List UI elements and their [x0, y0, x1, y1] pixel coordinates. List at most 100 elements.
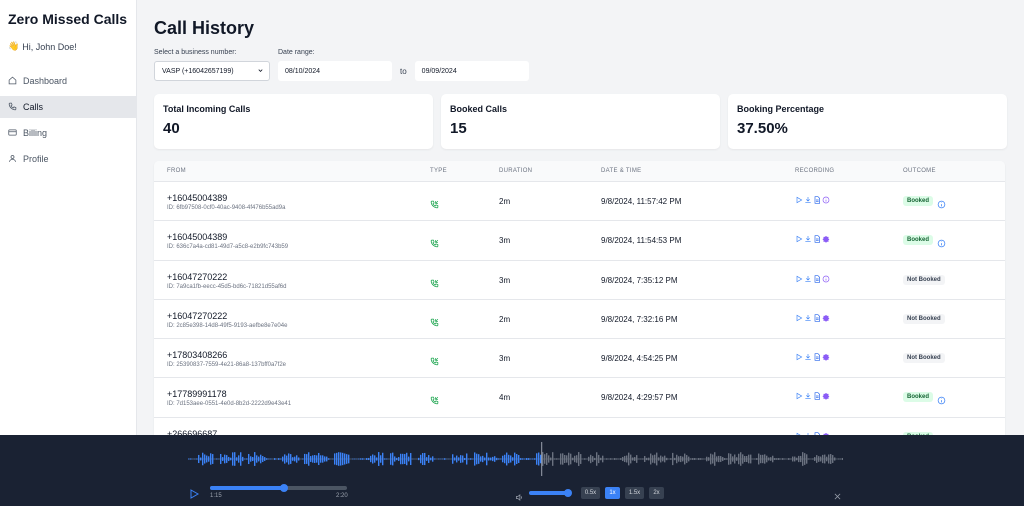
play-recording-icon[interactable]	[795, 392, 803, 400]
recording-actions	[795, 432, 830, 435]
column-header-datetime[interactable]: DATE & TIME	[601, 168, 642, 174]
download-icon[interactable]	[804, 275, 812, 283]
call-duration: 2m	[499, 314, 511, 324]
business-number-select[interactable]: VASP (+16042657199)	[154, 61, 270, 81]
play-recording-icon[interactable]	[795, 235, 803, 243]
stat-value: 37.50%	[737, 120, 788, 137]
gear-icon[interactable]	[822, 392, 830, 401]
brand-title: Zero Missed Calls	[8, 11, 128, 27]
business-filter: Select a business number: VASP (+1604265…	[154, 49, 270, 81]
outcome-badge: Booked	[903, 235, 934, 246]
call-id: ID: 7d153aee-0551-4e0d-8b2d-2222d9e43e41	[167, 401, 292, 408]
outcome-info-icon[interactable]	[937, 196, 946, 209]
download-icon[interactable]	[804, 196, 812, 204]
stat-label: Total Incoming Calls	[163, 104, 251, 114]
outcome-badge: Booked	[903, 431, 934, 435]
gear-icon[interactable]	[822, 353, 830, 361]
outcome-badge: Booked	[903, 196, 934, 206]
speed-1-5x-button[interactable]: 1.5x	[625, 487, 644, 499]
transcript-icon[interactable]	[813, 353, 821, 361]
sidebar-item-billing[interactable]: Billing	[0, 122, 136, 144]
column-header-from[interactable]: FROM	[167, 168, 186, 174]
gear-icon[interactable]	[822, 432, 830, 435]
call-datetime: 9/8/2024, 11:54:53 PM	[601, 236, 682, 246]
greeting-text: Hi, John Doe!	[22, 41, 77, 52]
main-content: Call History Select a business number: V…	[137, 0, 1024, 435]
play-recording-icon[interactable]	[795, 353, 803, 361]
download-icon[interactable]	[804, 353, 812, 361]
play-recording-icon[interactable]	[795, 275, 803, 283]
table-body: +16045004389 ID: 6fb97508-0cf0-40ac-9408…	[154, 182, 1005, 435]
outcome-badge: Booked	[903, 392, 934, 403]
info-icon[interactable]	[822, 275, 830, 283]
table-row[interactable]: +266696687 Booked	[154, 418, 1005, 435]
column-header-recording[interactable]: RECORDING	[795, 168, 835, 174]
gear-icon[interactable]	[822, 314, 830, 322]
download-icon[interactable]	[804, 392, 812, 400]
waveform[interactable]	[188, 442, 843, 476]
table-row[interactable]: +16047270222 ID: 7a9ca1fb-eecc-45d5-bd6c…	[154, 261, 1005, 300]
download-icon[interactable]	[804, 314, 812, 322]
outcome-badge: Not Booked	[903, 353, 945, 364]
column-header-outcome[interactable]: OUTCOME	[903, 168, 936, 174]
close-player-button[interactable]	[833, 488, 842, 500]
play-icon	[188, 487, 200, 504]
date-to-input[interactable]: 09/09/2024	[414, 61, 529, 81]
call-datetime: 9/8/2024, 7:32:16 PM	[601, 314, 678, 324]
incoming-call-icon	[430, 392, 439, 405]
recording-actions	[795, 392, 830, 401]
transcript-icon[interactable]	[813, 432, 821, 435]
download-icon[interactable]	[804, 235, 812, 243]
stat-value: 40	[163, 120, 180, 137]
transcript-icon[interactable]	[813, 314, 821, 322]
table-row[interactable]: +16045004389 ID: 636c7a4a-cd81-49d7-a5c8…	[154, 221, 1005, 261]
volume-slider[interactable]	[529, 491, 569, 495]
incoming-call-icon	[430, 196, 439, 209]
speed-2x-button[interactable]: 2x	[649, 487, 664, 499]
date-range-label: Date range:	[278, 49, 315, 56]
play-button[interactable]	[188, 487, 200, 499]
info-icon[interactable]	[822, 196, 830, 204]
seek-bar[interactable]	[210, 484, 347, 492]
business-number-value: VASP (+16042657199)	[162, 67, 234, 75]
date-to-separator: to	[400, 66, 407, 76]
table-row[interactable]: +17789991178 ID: 7d153aee-0551-4e0d-8b2d…	[154, 378, 1005, 418]
column-header-type[interactable]: TYPE	[430, 168, 447, 174]
speed-1x-button[interactable]: 1x	[605, 487, 620, 499]
outcome-info-icon[interactable]	[937, 235, 946, 248]
volume-handle[interactable]	[564, 489, 572, 497]
gear-icon[interactable]	[822, 235, 830, 243]
transcript-icon[interactable]	[813, 274, 821, 283]
recording-actions	[795, 314, 830, 322]
incoming-call-icon	[430, 314, 439, 327]
play-recording-icon[interactable]	[795, 432, 803, 435]
sidebar-item-calls[interactable]: Calls	[0, 96, 136, 118]
table-row[interactable]: +17803408266 ID: 25390837-7559-4e21-86a8…	[154, 339, 1005, 379]
volume-icon[interactable]	[515, 489, 524, 501]
seek-bar-fill	[210, 486, 284, 490]
sidebar: Zero Missed Calls 👋 Hi, John Doe! Dashbo…	[0, 0, 137, 506]
transcript-icon[interactable]	[813, 392, 821, 401]
business-select-label: Select a business number:	[154, 49, 237, 56]
incoming-call-icon	[430, 353, 439, 366]
sidebar-item-profile[interactable]: Profile	[0, 148, 136, 170]
recording-actions	[795, 274, 830, 283]
date-from-input[interactable]: 08/10/2024	[278, 61, 392, 81]
outcome-info-icon[interactable]	[937, 392, 946, 405]
call-id: ID: 2c85e398-14d8-49f5-9193-aefbe8e7e04e	[167, 322, 288, 329]
transcript-icon[interactable]	[813, 196, 821, 204]
table-row[interactable]: +16047270222 ID: 2c85e398-14d8-49f5-9193…	[154, 300, 1005, 340]
chevron-down-icon	[257, 67, 264, 76]
call-duration: 3m	[499, 275, 511, 285]
download-icon[interactable]	[804, 432, 812, 435]
stats-row: Total Incoming Calls 40 Booked Calls 15 …	[154, 94, 1024, 149]
play-recording-icon[interactable]	[795, 196, 803, 204]
play-recording-icon[interactable]	[795, 314, 803, 322]
outcome-badge: Not Booked	[903, 313, 945, 324]
column-header-duration[interactable]: DURATION	[499, 168, 533, 174]
seek-handle[interactable]	[279, 484, 288, 492]
table-row[interactable]: +16045004389 ID: 6fb97508-0cf0-40ac-9408…	[154, 182, 1005, 222]
transcript-icon[interactable]	[813, 235, 821, 243]
speed-0-5x-button[interactable]: 0.5x	[581, 487, 600, 499]
sidebar-item-dashboard[interactable]: Dashboard	[0, 70, 136, 92]
